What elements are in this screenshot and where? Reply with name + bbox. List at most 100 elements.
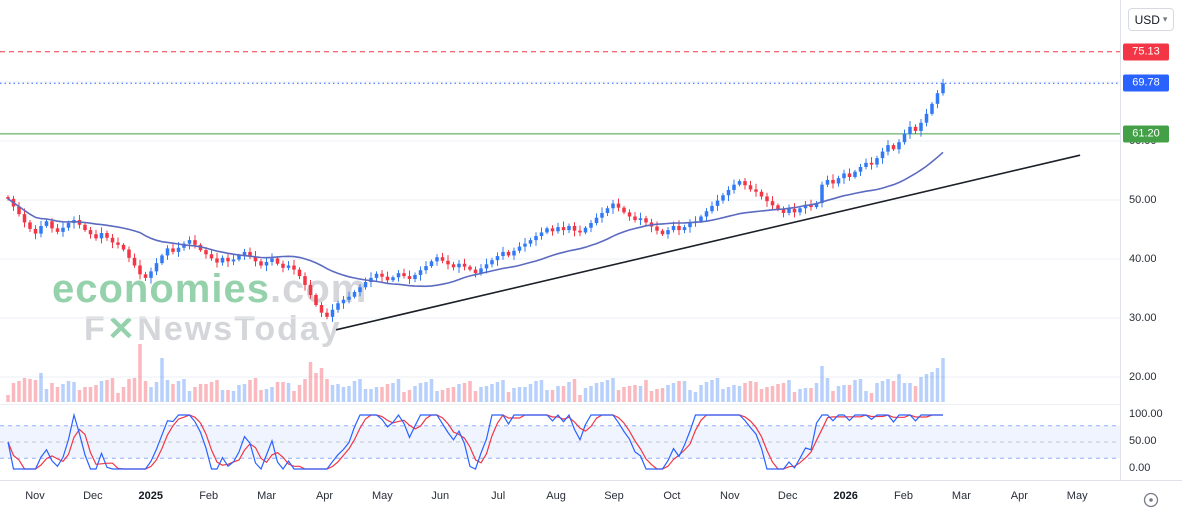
volume-bar <box>754 382 758 402</box>
candle-body <box>380 273 384 277</box>
candle-body <box>550 228 555 232</box>
volume-bar <box>88 387 93 402</box>
candle-body <box>941 83 945 94</box>
candle-body <box>347 296 351 300</box>
candle-body <box>858 166 863 172</box>
stochastic-canvas[interactable] <box>0 405 1120 481</box>
candle-body <box>704 211 709 217</box>
candle-body <box>473 269 478 274</box>
stochastic-pane[interactable] <box>0 404 1120 481</box>
volume-bar <box>792 392 797 402</box>
candle-body <box>875 158 879 165</box>
volume-bar <box>297 385 302 402</box>
volume-bar <box>842 385 846 402</box>
volume-bar <box>308 362 313 402</box>
volume-bar <box>484 386 489 402</box>
trend-line <box>335 154 1081 331</box>
volume-bar <box>693 392 698 402</box>
volume-bar <box>803 388 808 402</box>
candle-body <box>715 200 720 206</box>
candle-body <box>924 113 929 123</box>
candle-body <box>847 173 852 177</box>
volume-bar <box>380 387 384 402</box>
candle-body <box>842 173 846 179</box>
currency-selector[interactable]: USD ▾ <box>1128 8 1174 31</box>
volume-bar <box>121 387 126 402</box>
volume-bar <box>83 387 87 402</box>
time-axis[interactable]: Nov Dec 2025 Feb Mar Apr May Jun Jul Aug Sep Oct Nov… <box>0 480 1182 519</box>
candle-body <box>143 274 148 278</box>
candle-body <box>204 250 208 255</box>
candle-body <box>671 225 676 231</box>
volume-bar <box>864 391 868 402</box>
volume-bar <box>737 386 742 402</box>
candle-body <box>721 195 725 201</box>
price-chart-pane[interactable]: economies.com F✕NewsToday <box>0 0 1120 404</box>
candle-body <box>220 257 225 263</box>
volume-bar <box>110 378 115 402</box>
time-axis-label: Sep <box>604 490 624 502</box>
volume-bar <box>611 378 615 402</box>
volume-bar <box>512 388 516 402</box>
target-icon[interactable] <box>1142 491 1160 509</box>
volume-bar <box>220 390 225 402</box>
candle-body <box>341 299 346 304</box>
volume-bar <box>132 378 137 402</box>
candle-body <box>396 273 401 278</box>
volume-bar <box>594 383 599 402</box>
candle-body <box>495 256 500 261</box>
volume-bar <box>66 381 71 402</box>
candle-body <box>798 208 802 213</box>
volume-bar <box>413 386 417 402</box>
volume-bar <box>875 383 879 402</box>
price-badge-support: 61.20 <box>1123 125 1169 143</box>
volume-bar <box>831 391 835 402</box>
price-axis-label: 0.00 <box>1129 462 1151 474</box>
candle-body <box>94 234 98 239</box>
candle-body <box>286 265 291 268</box>
volume-bar <box>77 390 82 402</box>
price-chart-canvas[interactable] <box>0 0 1120 404</box>
volume-bar <box>589 386 593 402</box>
price-axis-label: 50.00 <box>1129 194 1157 206</box>
volume-bar <box>726 387 731 402</box>
candle-body <box>644 218 648 223</box>
price-axis-label: 50.00 <box>1129 435 1157 447</box>
time-axis-label: Apr <box>315 490 334 502</box>
volume-bar <box>495 382 500 402</box>
candle-body <box>314 294 318 306</box>
volume-bar <box>765 387 769 402</box>
candle-body <box>50 221 54 229</box>
volume-bar <box>330 385 335 402</box>
candle-body <box>809 204 813 208</box>
candle-body <box>248 251 252 257</box>
candle-body <box>270 258 274 262</box>
volume-bar <box>429 379 434 402</box>
candle-body <box>121 244 126 250</box>
volume-bar <box>385 384 390 402</box>
candle-body <box>501 251 505 257</box>
candle-body <box>33 228 38 234</box>
price-axis[interactable]: USD ▾ 70.0060.0050.0040.0030.0020.00100.… <box>1120 0 1182 480</box>
candle-body <box>451 264 456 268</box>
volume-bar <box>154 382 159 402</box>
volume-bar <box>22 378 27 402</box>
volume-bar <box>781 383 786 402</box>
candle-body <box>803 204 808 209</box>
volume-bar <box>809 388 813 402</box>
volume-bar <box>165 380 170 402</box>
volume-bar <box>847 385 852 402</box>
candle-body <box>792 208 797 213</box>
candle-body <box>182 243 186 248</box>
candle-body <box>677 225 681 231</box>
volume-bar <box>451 387 456 402</box>
volume-bar <box>891 381 896 402</box>
candle-body <box>919 122 923 131</box>
volume-bar <box>292 391 296 402</box>
volume-bar <box>204 384 208 402</box>
volume-bar <box>402 392 406 402</box>
volume-bar <box>490 384 494 402</box>
price-axis-label: 30.00 <box>1129 312 1157 324</box>
volume-bar <box>341 387 346 402</box>
volume-bar <box>33 380 38 402</box>
